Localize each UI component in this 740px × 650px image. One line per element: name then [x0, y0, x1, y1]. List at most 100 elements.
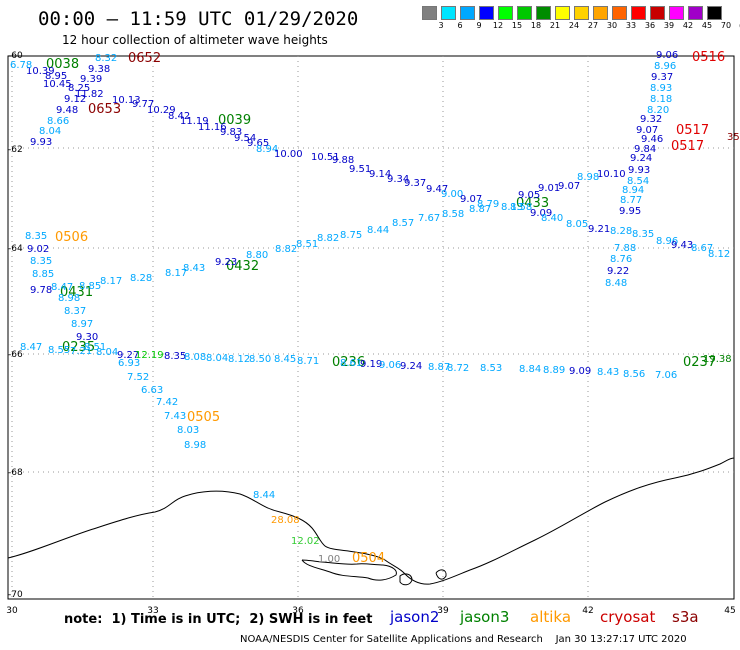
wave-height-value: 8.35: [632, 229, 654, 240]
wave-height-value: 8.08: [184, 352, 206, 363]
scale-label: 18: [530, 21, 542, 30]
wave-height-value: 8.32: [95, 53, 117, 64]
wave-height-value: 10.10: [597, 169, 626, 180]
wave-height-value: 8.35: [30, 256, 52, 267]
wave-height-value: 11.19: [180, 116, 209, 127]
wave-height-value: 8.50: [249, 354, 271, 365]
wave-height-value: 9.37: [404, 178, 426, 189]
wave-height-value: 8.13: [501, 202, 523, 213]
wave-height-value: 28.08: [271, 515, 300, 526]
wave-height-value: 8.53: [480, 363, 502, 374]
wave-height-value: 8.45: [274, 354, 296, 365]
peninsula-coast: [301, 559, 397, 581]
wave-height-value: 7.06: [655, 370, 677, 381]
wave-height-value: 8.18: [650, 94, 672, 105]
wave-height-value: 8.67: [691, 243, 713, 254]
wave-height-value: 8.25: [68, 83, 90, 94]
wave-height-value: 11.82: [75, 89, 104, 100]
wave-height-value: 6.93: [118, 358, 140, 369]
wave-height-value: 10.45: [43, 79, 72, 90]
wave-height-value: 9.09: [530, 208, 552, 219]
map-frame: [7, 55, 735, 600]
pass-time-label: 0516: [692, 50, 725, 65]
wave-height-value: 9.21: [588, 224, 610, 235]
wave-height-value: 8.85: [79, 281, 101, 292]
wave-height-value: 8.54: [627, 176, 649, 187]
lat-label-68: -68: [8, 468, 23, 478]
wave-height-value: 8.96: [656, 236, 678, 247]
lon-label-45: 45: [724, 606, 736, 616]
scale-label: 9: [476, 21, 482, 30]
wave-height-value: 8.57: [392, 218, 414, 229]
wave-height-value: 9.46: [641, 134, 663, 145]
satellite-jason2: jason2: [390, 608, 440, 626]
wave-height-value: 9.83: [220, 127, 242, 138]
wave-height-value: 8.84: [519, 364, 541, 375]
wave-height-value: 7.21: [70, 346, 92, 357]
wave-height-value: 9.47: [426, 184, 448, 195]
scale-swatch: [498, 6, 513, 20]
wave-height-value: 9.07: [460, 194, 482, 205]
wave-height-value: 8.35: [25, 231, 47, 242]
wave-height-value: 9.34: [387, 174, 409, 185]
wave-height-value: 8.12: [708, 249, 730, 260]
wave-height-value: 8.47: [51, 282, 73, 293]
pass-time-label: 0517: [676, 123, 709, 138]
wave-height-value: 8.05: [566, 219, 588, 230]
wave-height-value: 8.40: [541, 213, 563, 224]
scale-label: 33: [625, 21, 637, 30]
scale-label: 36: [644, 21, 656, 30]
wave-height-value: 12.02: [291, 536, 320, 547]
wave-height-value: 9.00: [441, 189, 463, 200]
credit-line: NOAA/NESDIS Center for Satellite Applica…: [240, 634, 687, 645]
wave-height-value: 8.04: [39, 126, 61, 137]
scale-swatch: [555, 6, 570, 20]
wave-height-value: 9.48: [56, 105, 78, 116]
lon-label-42: 42: [582, 606, 594, 616]
pass-time-label: 0433: [516, 196, 549, 211]
wave-height-value: 9.51: [349, 164, 371, 175]
scale-label: 30: [606, 21, 618, 30]
wave-height-value: 9.88: [332, 155, 354, 166]
wave-height-value: 8.94: [256, 144, 278, 155]
scale-swatch: [650, 6, 665, 20]
wave-height-value: 8.55: [48, 345, 70, 356]
wave-height-value: 8.03: [177, 425, 199, 436]
scale-label: 39: [663, 21, 675, 30]
scale-label: 12: [492, 21, 504, 30]
wave-height-value: 8.72: [447, 363, 469, 374]
scale-label: (ft): [739, 21, 740, 30]
wave-height-value: 8.17: [100, 276, 122, 287]
satellite-cryosat: cryosat: [600, 608, 656, 626]
wave-height-value: 9.27: [117, 350, 139, 361]
wave-height-value: 8.96: [654, 61, 676, 72]
wave-height-value: 8.43: [597, 367, 619, 378]
wave-height-value: 8.98: [577, 172, 599, 183]
pass-time-label: 0506: [55, 230, 88, 245]
lat-label-62: -62: [8, 145, 23, 155]
wave-height-value: 8.51: [84, 342, 106, 353]
wave-height-value: 9.30: [76, 332, 98, 343]
wave-height-value: 8.35: [164, 351, 186, 362]
wave-height-value: 8.61: [340, 358, 362, 369]
wave-height-value: 8.44: [367, 225, 389, 236]
pass-time-label: 0235: [62, 340, 95, 355]
wave-height-value: 8.76: [610, 254, 632, 265]
wave-height-value: 8.47: [20, 342, 42, 353]
wave-height-value: 8.95: [45, 71, 67, 82]
scale-swatch: [536, 6, 551, 20]
wave-height-value: 8.58: [442, 209, 464, 220]
pass-time-label: 0652: [128, 51, 161, 66]
scale-swatch: [612, 6, 627, 20]
scale-swatch: [688, 6, 703, 20]
wave-height-value: 9.32: [640, 114, 662, 125]
wave-height-value: 9.93: [30, 137, 52, 148]
wave-height-value: 6.78: [10, 60, 32, 71]
scale-label: 6: [457, 21, 463, 30]
wave-height-value: 8.93: [650, 83, 672, 94]
wave-height-value: 9.24: [400, 361, 422, 372]
wave-height-value: 9.05: [518, 190, 540, 201]
